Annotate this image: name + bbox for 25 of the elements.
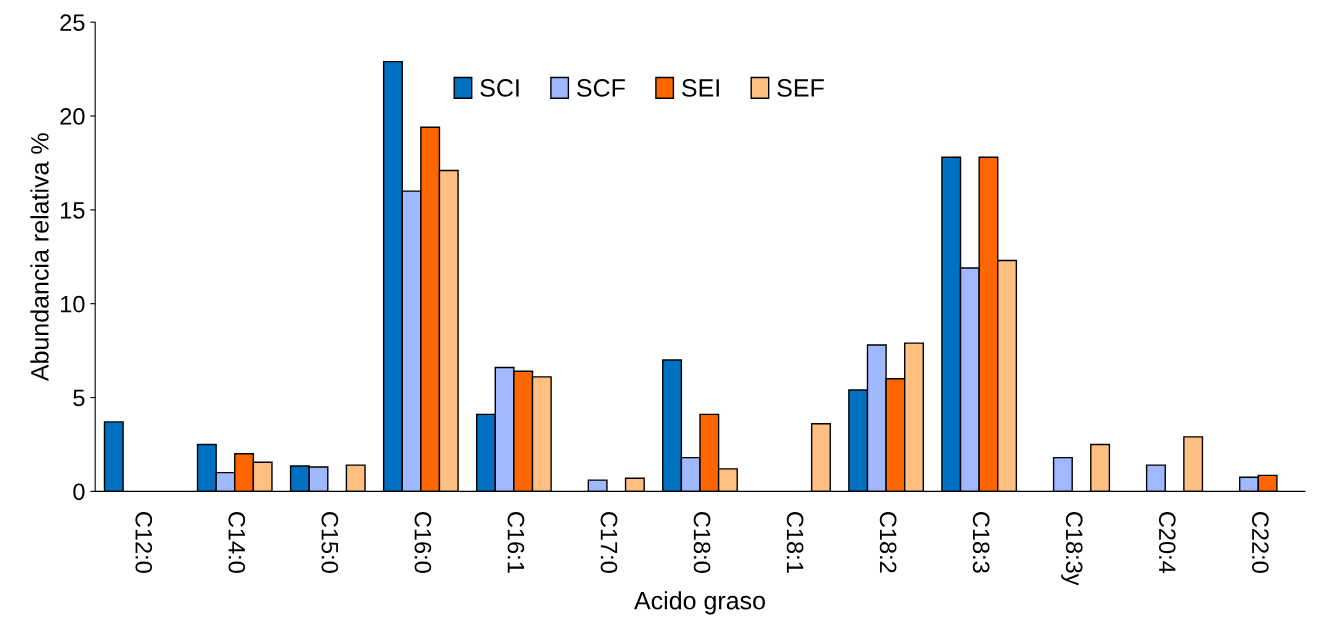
x-tick-label: C20:4 bbox=[1158, 511, 1176, 574]
x-axis-title: Acido graso bbox=[634, 591, 765, 615]
x-tick-label: C15:0 bbox=[321, 511, 339, 573]
legend-label: SEI bbox=[682, 79, 719, 97]
y-tick-label: 25 bbox=[60, 14, 85, 31]
x-tick-label: C18:2 bbox=[879, 511, 897, 573]
y-tick-label: 20 bbox=[60, 108, 85, 125]
y-tick-label: 5 bbox=[73, 389, 85, 407]
x-tick-label: C22:0 bbox=[1251, 511, 1269, 573]
y-tick-label: 10 bbox=[61, 295, 85, 313]
x-tick-label: C12:0 bbox=[135, 511, 153, 573]
x-tick-label: C14:0 bbox=[228, 511, 246, 573]
x-tick-label: C18:3 bbox=[972, 511, 990, 573]
y-tick-label: 15 bbox=[61, 202, 85, 219]
legend-label: SCF bbox=[577, 79, 625, 97]
x-tick-label: C18:1 bbox=[786, 511, 804, 573]
y-axis-title: Abundancia relativa % bbox=[30, 133, 49, 382]
x-tick-label: C16:1 bbox=[507, 511, 525, 573]
legend-label: SEF bbox=[777, 79, 824, 97]
y-tick-label: 0 bbox=[73, 483, 85, 501]
x-tick-label: C16:0 bbox=[414, 511, 432, 573]
x-tick-label: C18:3y bbox=[1061, 511, 1083, 586]
x-tick-label: C17:0 bbox=[600, 511, 618, 573]
x-tick-label: C18:0 bbox=[693, 511, 711, 573]
legend-label: SCI bbox=[480, 79, 519, 97]
